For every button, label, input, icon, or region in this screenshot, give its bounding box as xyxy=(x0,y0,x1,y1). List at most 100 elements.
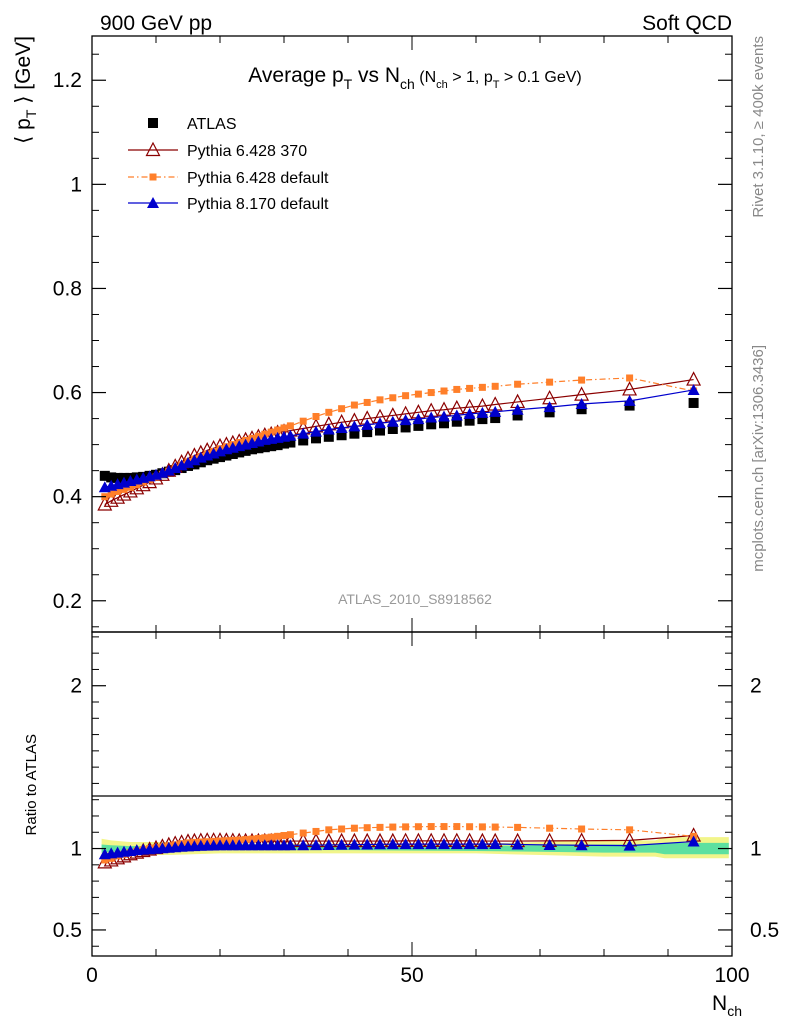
ratio-pythia-8-170-default-point-44 xyxy=(476,838,489,850)
ratio-pythia-6-428-default-point-31 xyxy=(312,827,320,835)
main-pythia-6-428-default-point-36 xyxy=(376,396,384,404)
rivet-label: Rivet 3.1.10, ≥ 400k events xyxy=(750,36,767,218)
main-atlas-point-27 xyxy=(272,440,283,451)
main-pythia-8-170-default-point-45 xyxy=(489,405,502,417)
main-atlas-point-38 xyxy=(400,422,411,433)
x-label-sub: ch xyxy=(727,1003,742,1019)
main-atlas-point-0 xyxy=(99,470,110,481)
ratio-pythia-8-170-default-point-37 xyxy=(386,838,399,850)
title-main-b: vs N xyxy=(352,64,400,87)
main-pythia-8-170-default-point-49 xyxy=(623,394,636,406)
main-pythia-6-428-default-point-39 xyxy=(414,390,422,398)
main-pythia-6-428-default-point-2 xyxy=(114,487,122,495)
legend-pythia-6-428-370-label: Pythia 6.428 370 xyxy=(187,143,307,160)
ratio-pythia-6-428-default-point-48 xyxy=(578,825,586,833)
ratio-pythia-8-170-default-series xyxy=(98,835,700,860)
main-pythia-8-170-default-point-30 xyxy=(297,427,310,439)
ratio-pythia-6-428-default-point-29 xyxy=(286,831,294,839)
main-pythia-8-170-default-point-32 xyxy=(322,423,335,435)
plot-title: Average pT vs Nch (Nch > 1, pT > 0.1 GeV… xyxy=(248,64,581,92)
main-atlas-point-36 xyxy=(375,425,385,436)
ratio-pythia-8-170-default-point-45 xyxy=(489,837,502,849)
main-pythia-8-170-default-point-39 xyxy=(412,413,425,425)
ratio-pythia-8-170-default-point-33 xyxy=(335,838,348,850)
main-pythia-8-170-default-point-48 xyxy=(575,398,588,410)
legend-pythia-6-428-370-point-0 xyxy=(145,141,161,157)
x-tick-label-1: 50 xyxy=(400,964,423,987)
ratio-pythia-8-170-default-point-38 xyxy=(399,838,412,850)
main-y-tick-label-2: 0.6 xyxy=(53,382,82,405)
main-pythia-6-428-default-point-48 xyxy=(578,376,586,384)
main-atlas-point-23 xyxy=(247,444,257,455)
main-pythia-6-428-default-point-44 xyxy=(478,383,486,391)
ratio-pythia-8-170-default-point-34 xyxy=(348,838,361,850)
main-pythia-8-170-default-point-50 xyxy=(687,383,700,395)
title-cond-sub2: T xyxy=(493,79,500,91)
title-cond-a: (N xyxy=(415,69,436,86)
main-pythia-6-428-default-point-4 xyxy=(126,483,134,491)
y-label-left: ⟨ p xyxy=(12,118,35,144)
main-pythia-8-170-default-point-33 xyxy=(335,421,348,433)
ratio-pythia-6-428-default-point-34 xyxy=(350,824,358,832)
ratio-pythia-6-428-default-point-38 xyxy=(402,823,410,831)
main-pythia-6-428-default-point-43 xyxy=(466,384,474,392)
ratio-pythia-6-428-default-point-25 xyxy=(261,834,269,842)
main-pythia-6-428-default-point-42 xyxy=(453,385,461,393)
main-pythia-8-170-default-point-38 xyxy=(399,414,412,426)
ratio-pythia-8-170-default-point-32 xyxy=(322,838,335,850)
main-pythia-6-428-370-point-0 xyxy=(97,496,113,511)
title-main-a: Average p xyxy=(248,64,343,87)
legend-pythia-6-428-default-label: Pythia 6.428 default xyxy=(187,170,329,187)
main-atlas-point-22 xyxy=(240,445,251,456)
ratio-pythia-8-170-default-point-48 xyxy=(575,839,588,851)
main-atlas-point-21 xyxy=(234,447,245,458)
ratio-y-tick-label-left-0: 0.5 xyxy=(53,919,82,942)
main-pythia-8-170-default-point-42 xyxy=(450,409,463,421)
main-pythia-6-428-370-series xyxy=(97,371,702,511)
main-pythia-8-170-default-point-34 xyxy=(348,420,361,432)
ratio-frame xyxy=(91,631,733,957)
y-label-right: ⟩ [GeV] xyxy=(12,36,35,110)
title-main-sub1: T xyxy=(344,76,353,92)
main-atlas-point-47 xyxy=(544,407,555,418)
main-pythia-6-428-default-point-26 xyxy=(267,428,275,436)
ratio-pythia-8-170-default-point-35 xyxy=(361,838,374,850)
main-pythia-6-428-default-line xyxy=(104,377,694,498)
ratio-pythia-6-428-default-point-49 xyxy=(626,826,634,834)
title-cond-b: > 1, p xyxy=(448,69,493,86)
main-pythia-8-170-default-point-46 xyxy=(511,403,524,415)
main-atlas-point-17 xyxy=(208,453,219,464)
ratio-pythia-6-428-default-point-35 xyxy=(363,824,371,832)
main-pythia-6-428-default-point-41 xyxy=(440,387,448,395)
main-pythia-6-428-default-point-3 xyxy=(120,485,128,493)
legend-pythia-8-170-default-point-0 xyxy=(147,197,159,208)
ratio-pythia-8-170-default-point-36 xyxy=(374,838,386,850)
main-atlas-point-39 xyxy=(413,420,424,431)
main-pythia-8-170-default-point-29 xyxy=(284,429,297,441)
main-atlas-point-42 xyxy=(451,416,462,427)
ratio-pythia-8-170-default-point-31 xyxy=(310,839,322,851)
ratio-y-tick-label-left-1: 1 xyxy=(70,838,82,861)
main-pythia-6-428-default-point-35 xyxy=(363,398,371,406)
ratio-y-axis-label: Ratio to ATLAS xyxy=(23,734,40,835)
x-axis-label: Nch xyxy=(712,992,742,1019)
ratio-pythia-8-170-default-point-50 xyxy=(687,835,700,847)
ratio-pythia-6-428-default-point-41 xyxy=(440,823,448,831)
ratio-pythia-6-428-default-point-0 xyxy=(101,856,109,864)
main-pythia-6-428-370-line xyxy=(104,378,694,505)
legend-atlas-label: ATLAS xyxy=(187,116,237,133)
main-atlas-point-44 xyxy=(477,414,488,425)
x-tick-label-2: 100 xyxy=(714,964,749,987)
y-axis-label: ⟨ pT ⟩ [GeV] xyxy=(12,36,39,144)
main-pythia-6-428-default-point-34 xyxy=(350,401,358,409)
ratio-pythia-6-428-default-point-24 xyxy=(254,834,262,842)
ratio-pythia-6-428-default-point-37 xyxy=(389,823,397,831)
main-pythia-8-170-default-point-47 xyxy=(543,401,556,413)
legend: ATLAS Pythia 6.428 370 Pythia 6.428 defaul… xyxy=(128,116,329,213)
main-pythia-6-428-default-point-33 xyxy=(338,405,346,413)
ratio-pythia-8-170-default-point-39 xyxy=(412,838,425,850)
main-pythia-8-170-default-point-36 xyxy=(374,417,386,429)
ratio-pythia-8-170-default-point-30 xyxy=(297,839,310,851)
main-atlas-point-1 xyxy=(106,472,117,483)
